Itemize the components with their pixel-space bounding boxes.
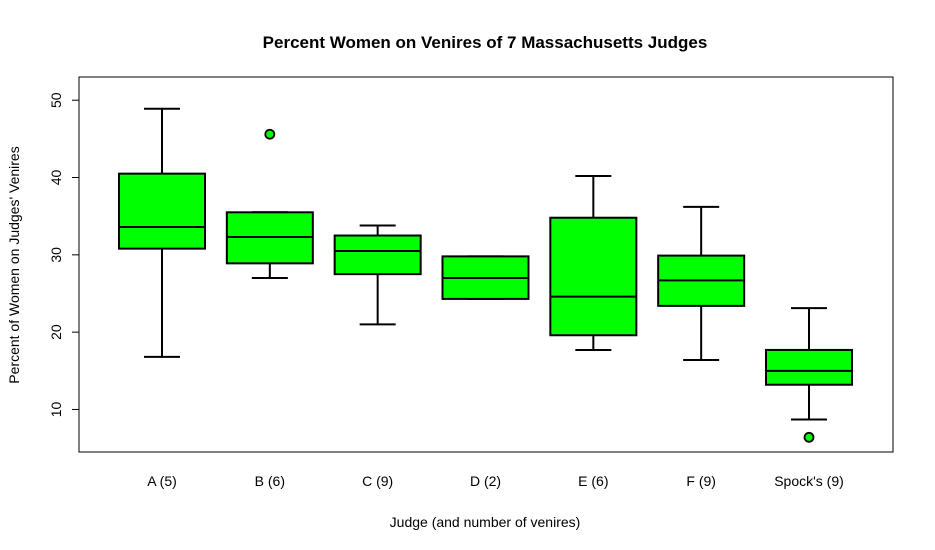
x-tick-label: E (6) [578,473,608,489]
chart-title: Percent Women on Venires of 7 Massachuse… [263,33,708,52]
box-6 [657,205,746,361]
y-tick-label: 30 [48,247,64,263]
box-4 [441,255,530,300]
box-5 [549,174,638,351]
box-rect [549,216,638,337]
y-tick-label: 50 [48,92,64,108]
x-axis-label: Judge (and number of venires) [390,514,581,530]
y-axis: 10 20 30 40 50 [48,92,79,417]
x-tick-label: B (6) [255,473,285,489]
x-tick-label: C (9) [362,473,393,489]
y-tick-label: 10 [48,401,64,417]
x-axis: A (5) B (6) C (9) D (2) E (6) F (9) Spock's (9… [147,473,844,489]
box-7 [765,307,853,443]
box-3 [333,224,422,326]
x-tick-label: Spock's (9) [774,473,844,489]
x-tick-label: F (9) [686,473,716,489]
box-rect [333,234,422,276]
outlier-point [803,431,815,443]
x-tick-label: A (5) [147,473,177,489]
boxes [118,107,853,443]
y-tick-label: 20 [48,324,64,340]
outlier-point [264,128,276,140]
plot-frame [78,76,894,453]
x-tick-label: D (2) [470,473,501,489]
y-tick-label: 40 [48,170,64,186]
box-rect [765,348,853,386]
y-axis-label: Percent of Women on Judges' Venires [6,146,22,383]
box-rect [118,172,206,250]
box-2 [225,128,314,280]
box-1 [118,107,206,358]
